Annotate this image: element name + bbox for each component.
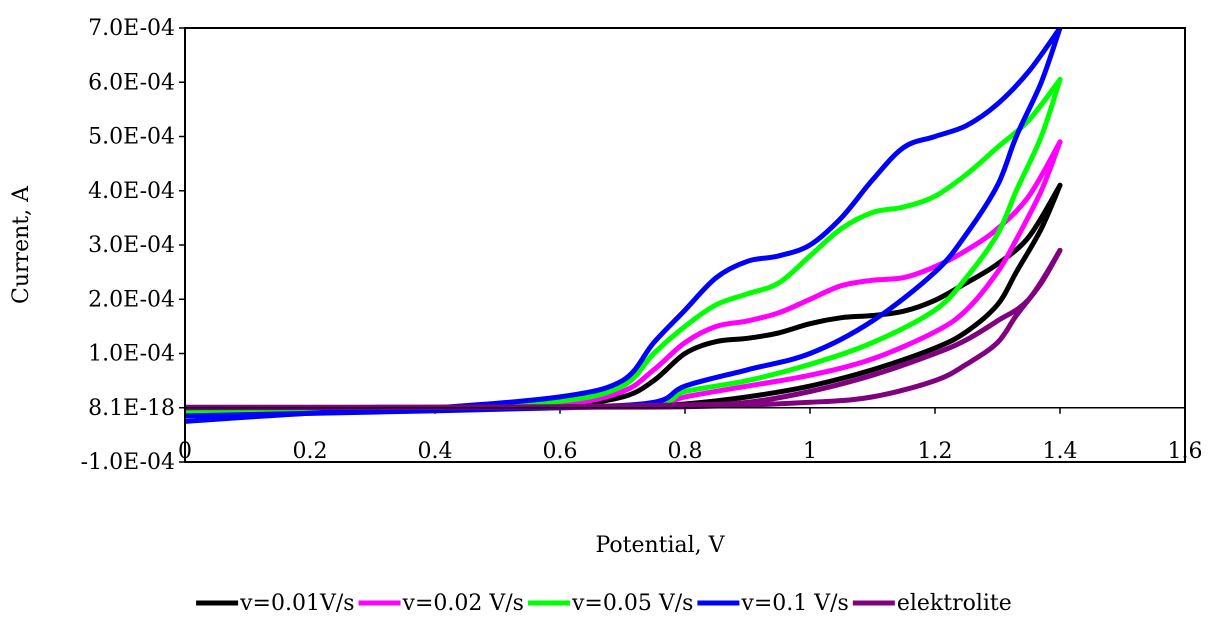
legend-label-4: elektrolite xyxy=(897,591,1012,616)
x-tick-label: 1 xyxy=(803,439,817,464)
y-tick-label: -1.0E-04 xyxy=(81,450,175,475)
y-tick-label: 6.0E-04 xyxy=(88,70,175,95)
y-tick-label: 3.0E-04 xyxy=(88,233,175,258)
y-axis-ticks: -1.0E-04 8.1E-18 1.0E-04 2.0E-04 3.0E-04 4.0E… xyxy=(81,16,185,475)
y-tick-label: 8.1E-18 xyxy=(88,396,175,421)
legend-label-3: v=0.1 V/s xyxy=(740,591,848,616)
series-lines xyxy=(185,28,1063,424)
x-axis-title: Potential, V xyxy=(595,533,725,558)
legend-label-1: v=0.02 V/s xyxy=(402,591,524,616)
x-tick-label: 0.8 xyxy=(668,439,703,464)
y-tick-label: 4.0E-04 xyxy=(88,179,175,204)
series-line-0-forward xyxy=(185,182,1063,413)
plot-area-frame xyxy=(184,27,1186,463)
series-line-0-reverse xyxy=(185,182,1063,413)
legend: v=0.01V/s v=0.02 V/s v=0.05 V/s v=0.1 V/s el… xyxy=(196,591,1012,616)
x-tick-label: 1.2 xyxy=(918,439,953,464)
y-axis-title: Current, A xyxy=(9,185,34,304)
x-tick-label: 0.4 xyxy=(418,439,453,464)
series-line-2-reverse xyxy=(185,77,1063,415)
x-tick-label: 1.4 xyxy=(1043,439,1078,464)
x-axis-ticks: 0 0.2 0.4 0.6 0.8 1 1.2 1.4 1.6 xyxy=(178,407,1203,464)
x-tick-label: 0.2 xyxy=(293,439,328,464)
y-tick-label: 7.0E-04 xyxy=(88,16,175,41)
x-tick-label: 0.6 xyxy=(543,439,578,464)
y-tick-label: 2.0E-04 xyxy=(88,287,175,312)
legend-label-0: v=0.01V/s xyxy=(239,591,354,616)
y-tick-label: 5.0E-04 xyxy=(88,125,175,150)
legend-label-2: v=0.05 V/s xyxy=(571,591,693,616)
series-line-2-forward xyxy=(185,77,1063,415)
series-line-3-reverse xyxy=(185,28,1063,419)
y-tick-label: 1.0E-04 xyxy=(88,342,175,367)
series-line-3-forward xyxy=(185,28,1063,424)
